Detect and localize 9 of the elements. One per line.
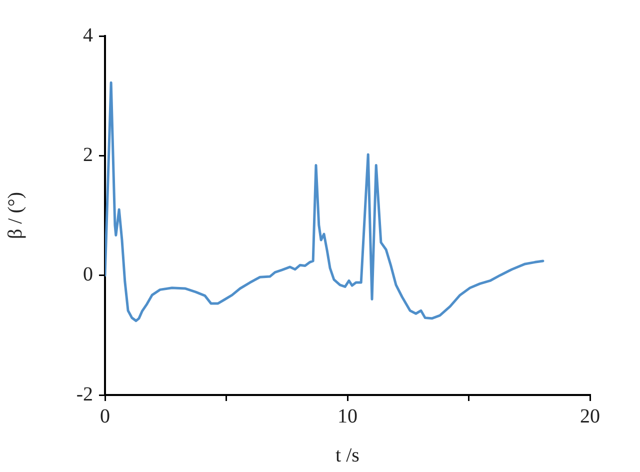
x-tick-label: 10: [338, 405, 358, 428]
y-axis-title: β / (°): [4, 192, 26, 240]
y-tick-label: 2: [83, 144, 93, 166]
y-tick-label: 4: [83, 24, 93, 46]
y-tick-label: -2: [76, 383, 93, 406]
x-tick-label: 0: [100, 405, 110, 428]
x-tick-label: 20: [580, 405, 600, 428]
y-tick-label: 0: [83, 264, 93, 286]
x-axis-title: t /s: [336, 444, 360, 466]
